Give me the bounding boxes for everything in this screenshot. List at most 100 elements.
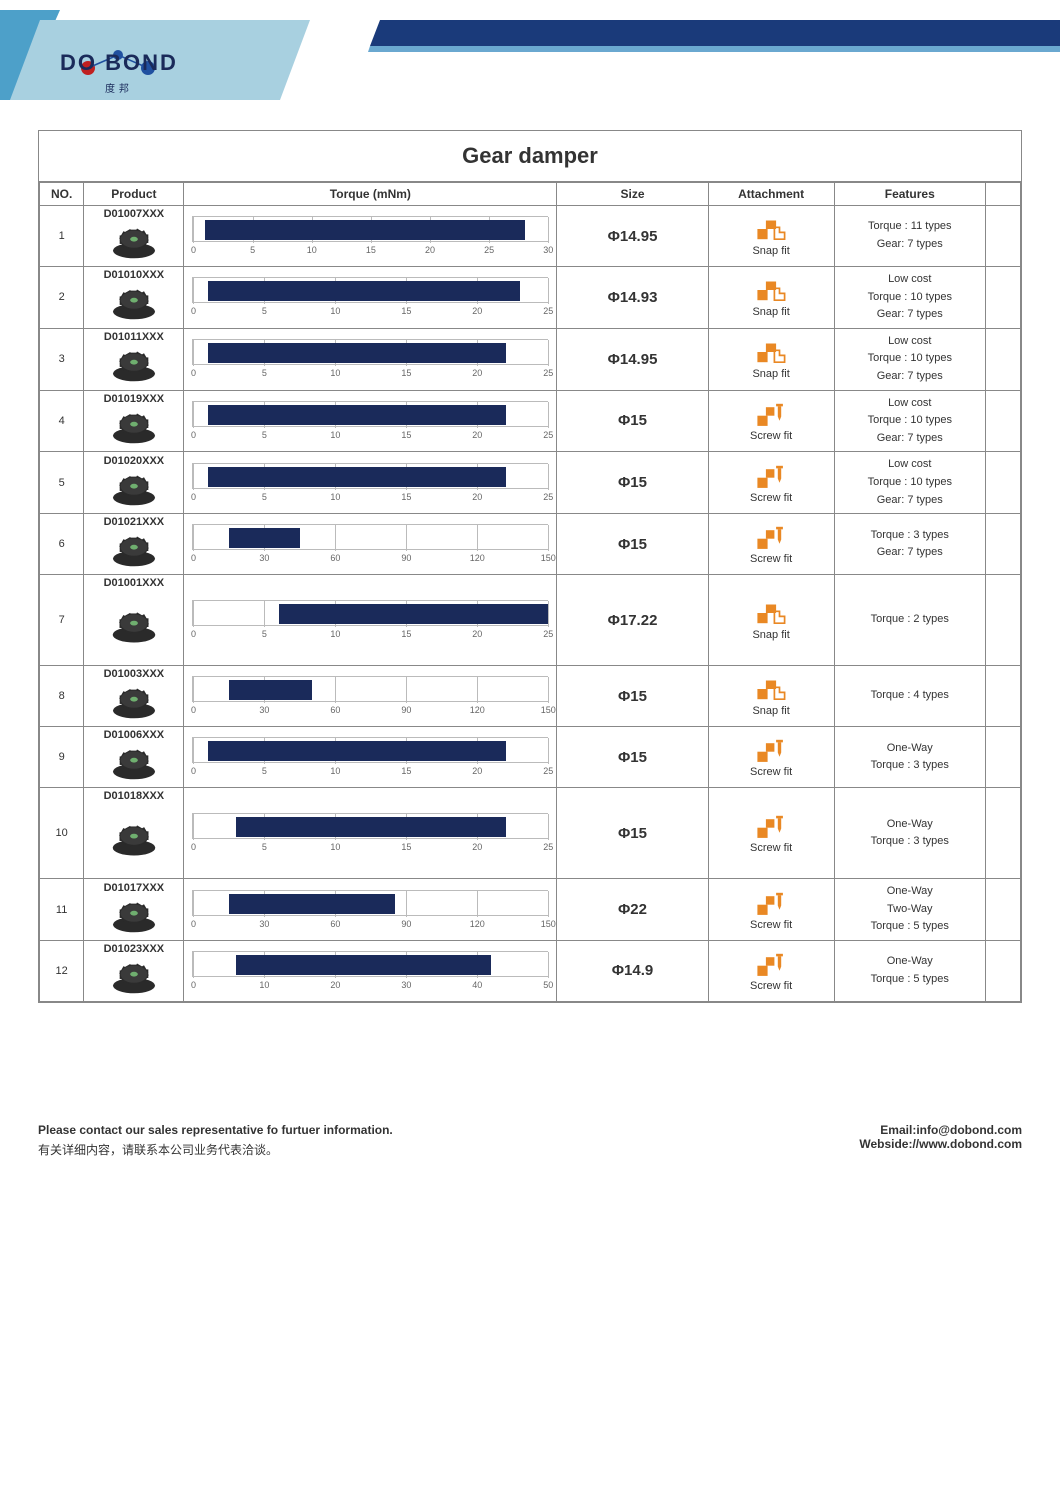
size-cell: Φ15 xyxy=(557,666,708,727)
screw-fit-icon xyxy=(754,889,788,917)
column-header: Product xyxy=(84,183,184,206)
product-cell: D01019XXX xyxy=(84,390,184,452)
size-cell: Φ15 xyxy=(557,788,708,879)
row-number: 6 xyxy=(40,514,84,575)
torque-tick-label: 60 xyxy=(330,553,340,563)
feature-line: One-Way xyxy=(837,883,983,901)
torque-tick-label: 20 xyxy=(330,980,340,990)
column-header: Size xyxy=(557,183,708,206)
table-row: 6D01021XXX 0306090120150 Φ15 Screw fitTo… xyxy=(40,514,1021,575)
empty-cell xyxy=(986,879,1021,941)
snap-fit-icon xyxy=(754,675,788,703)
torque-chart: 051015202530 xyxy=(192,216,548,260)
feature-line: Torque : 4 types xyxy=(837,687,983,705)
product-image xyxy=(105,743,163,785)
torque-tick-label: 30 xyxy=(543,245,553,255)
size-cell: Φ14.9 xyxy=(557,940,708,1001)
screw-fit-icon xyxy=(754,812,788,840)
empty-cell xyxy=(986,575,1021,666)
torque-tick-label: 0 xyxy=(191,629,196,639)
empty-cell xyxy=(986,390,1021,452)
torque-tick-label: 0 xyxy=(191,766,196,776)
screw-fit-icon xyxy=(754,400,788,428)
product-image xyxy=(105,222,163,264)
header-banner: DO BOND 度邦 xyxy=(0,0,1060,110)
size-cell: Φ15 xyxy=(557,514,708,575)
table-row: 7D01001XXX 0510152025 Φ17.22 Snap fitTor… xyxy=(40,575,1021,666)
torque-tick-label: 0 xyxy=(191,245,196,255)
torque-chart-cell: 0510152025 xyxy=(184,575,557,666)
torque-chart: 0510152025 xyxy=(192,277,548,321)
torque-tick-label: 60 xyxy=(330,919,340,929)
size-cell: Φ15 xyxy=(557,727,708,788)
torque-chart: 0510152025 xyxy=(192,737,548,781)
brand-logo: DO BOND 度邦 xyxy=(60,50,178,95)
torque-tick-label: 0 xyxy=(191,842,196,852)
row-number: 8 xyxy=(40,666,84,727)
snap-fit-icon xyxy=(754,338,788,366)
feature-line: Torque : 10 types xyxy=(837,350,983,368)
attachment-cell: Screw fit xyxy=(708,390,834,452)
features-cell: Torque : 11 typesGear: 7 types xyxy=(834,206,985,267)
torque-tick-label: 120 xyxy=(470,553,485,563)
torque-tick-label: 25 xyxy=(543,368,553,378)
table-row: 11D01017XXX 0306090120150 Φ22 Screw fitO… xyxy=(40,879,1021,941)
torque-tick-label: 20 xyxy=(472,842,482,852)
torque-tick-label: 5 xyxy=(262,430,267,440)
size-cell: Φ17.22 xyxy=(557,575,708,666)
size-cell: Φ14.95 xyxy=(557,206,708,267)
feature-line: Torque : 2 types xyxy=(837,611,983,629)
torque-chart: 0510152025 xyxy=(192,401,548,445)
torque-tick-label: 20 xyxy=(472,306,482,316)
torque-tick-label: 0 xyxy=(191,306,196,316)
feature-line: Torque : 10 types xyxy=(837,289,983,307)
attachment-label: Screw fit xyxy=(711,842,832,854)
feature-line: Gear: 7 types xyxy=(837,368,983,386)
product-image xyxy=(105,407,163,449)
torque-tick-label: 5 xyxy=(262,842,267,852)
torque-tick-label: 0 xyxy=(191,430,196,440)
torque-tick-label: 5 xyxy=(262,368,267,378)
feature-line: Gear: 7 types xyxy=(837,492,983,510)
table-title: Gear damper xyxy=(39,131,1021,182)
feature-line: Low cost xyxy=(837,456,983,474)
feature-line: Torque : 10 types xyxy=(837,474,983,492)
torque-tick-label: 5 xyxy=(250,245,255,255)
torque-tick-label: 25 xyxy=(543,766,553,776)
torque-tick-label: 10 xyxy=(259,980,269,990)
torque-tick-label: 90 xyxy=(401,553,411,563)
torque-tick-label: 30 xyxy=(259,919,269,929)
attachment-cell: Snap fit xyxy=(708,267,834,329)
torque-bar xyxy=(229,528,300,548)
footer-email: Email:info@dobond.com xyxy=(859,1123,1022,1137)
torque-tick-label: 10 xyxy=(307,245,317,255)
attachment-cell: Screw fit xyxy=(708,514,834,575)
product-code: D01011XXX xyxy=(86,331,181,343)
empty-cell xyxy=(986,666,1021,727)
size-cell: Φ15 xyxy=(557,390,708,452)
feature-line: Gear: 7 types xyxy=(837,306,983,324)
feature-line: Torque : 5 types xyxy=(837,918,983,936)
torque-bar xyxy=(208,467,506,487)
size-cell: Φ15 xyxy=(557,452,708,514)
size-cell: Φ14.95 xyxy=(557,328,708,390)
features-cell: One-WayTorque : 3 types xyxy=(834,788,985,879)
feature-line: One-Way xyxy=(837,816,983,834)
torque-tick-label: 0 xyxy=(191,705,196,715)
product-code: D01003XXX xyxy=(86,668,181,680)
attachment-cell: Snap fit xyxy=(708,575,834,666)
torque-tick-label: 25 xyxy=(543,492,553,502)
torque-tick-label: 15 xyxy=(401,368,411,378)
product-cell: D01020XXX xyxy=(84,452,184,514)
product-image xyxy=(105,957,163,999)
attachment-label: Snap fit xyxy=(711,245,832,257)
product-code: D01020XXX xyxy=(86,455,181,467)
row-number: 7 xyxy=(40,575,84,666)
product-code: D01019XXX xyxy=(86,393,181,405)
torque-tick-label: 30 xyxy=(401,980,411,990)
row-number: 2 xyxy=(40,267,84,329)
torque-tick-label: 20 xyxy=(472,766,482,776)
product-image xyxy=(105,804,163,876)
torque-tick-label: 20 xyxy=(425,245,435,255)
attachment-label: Snap fit xyxy=(711,705,832,717)
